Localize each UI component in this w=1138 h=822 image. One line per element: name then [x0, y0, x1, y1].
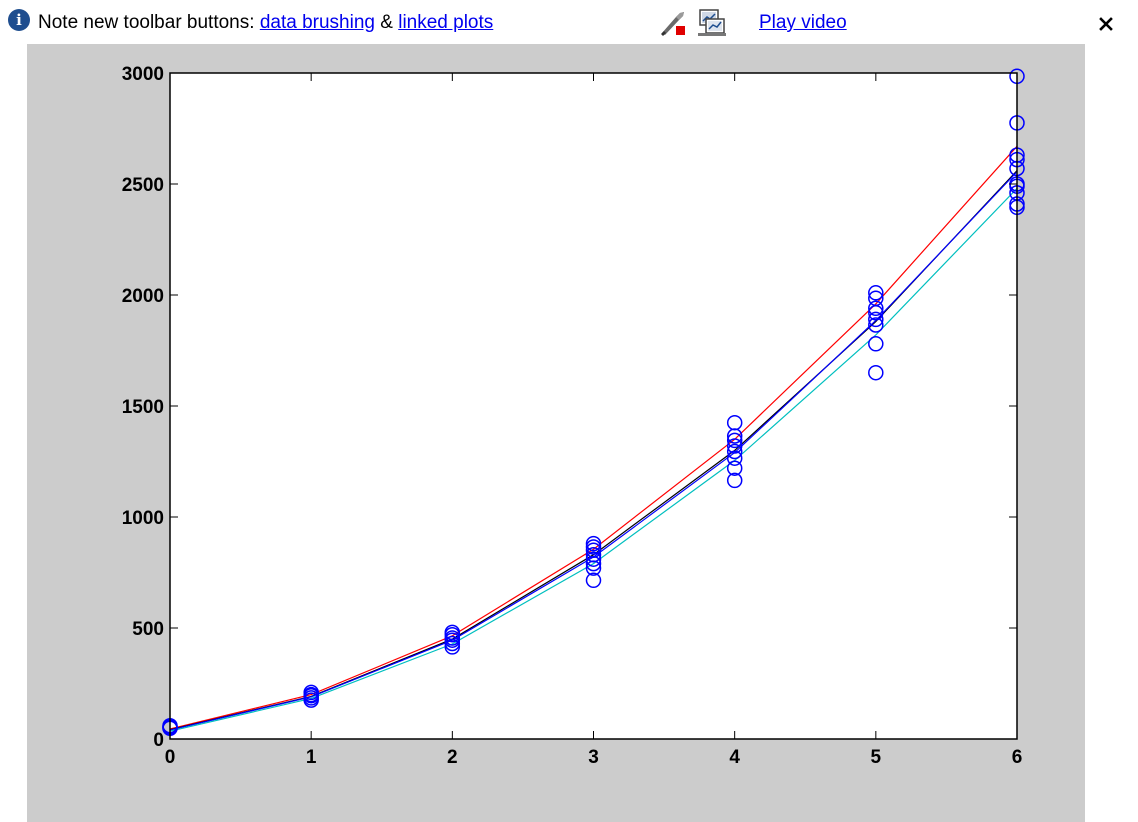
data-point: [585, 535, 602, 552]
data-point: [868, 290, 884, 307]
data-point: [868, 317, 884, 333]
data-point: [585, 572, 602, 589]
data-point: [726, 432, 743, 449]
x-tick-label: 4: [729, 747, 740, 768]
info-bar: i Note new toolbar buttons: data brushin…: [0, 0, 1138, 44]
x-tick-label: 5: [871, 747, 882, 768]
data-point: [726, 460, 743, 476]
y-tick-label: 0: [153, 730, 164, 751]
y-tick-label: 500: [132, 619, 164, 640]
axes-background: [170, 73, 1017, 739]
data-point: [868, 336, 884, 352]
y-tick-label: 3000: [122, 64, 164, 85]
data-point: [726, 443, 743, 460]
data-point: [868, 364, 884, 381]
play-video-link[interactable]: Play video: [759, 12, 847, 33]
info-message: Note new toolbar buttons: data brushing …: [38, 12, 493, 34]
data-point: [726, 450, 743, 466]
data-point: [868, 311, 884, 328]
axis-ticks: 0 1 2 3 4 5 6 0 500 1000 1500 2000 2500 3000: [122, 64, 1023, 768]
note-prefix: Note new toolbar buttons:: [38, 12, 255, 33]
ampersand: &: [380, 12, 393, 33]
close-icon[interactable]: [1096, 14, 1116, 34]
data-point: [726, 438, 743, 454]
y-tick-label: 2500: [122, 175, 164, 196]
data-point: [444, 624, 461, 641]
plot-area[interactable]: 0 1 2 3 4 5 6 0 500 1000 1500 2000 2500 3000: [0, 44, 1138, 822]
data-point: [726, 472, 743, 489]
data-point: [585, 551, 602, 567]
x-tick-label: 6: [1012, 747, 1023, 768]
data-point: [585, 539, 602, 555]
figure-window: 0 1 2 3 4 5 6 0 500 1000 1500 2000 2500 3000: [0, 44, 1138, 822]
y-tick-label: 1500: [122, 397, 164, 418]
data-point: [585, 546, 602, 563]
linked-plots-link[interactable]: linked plots: [398, 12, 494, 33]
data-point: [303, 684, 319, 701]
data-brushing-icon: [661, 12, 685, 36]
info-icon: i: [8, 9, 30, 31]
x-tick-label: 3: [588, 747, 599, 768]
data-point: [868, 285, 884, 301]
y-tick-label: 2000: [122, 286, 164, 307]
y-tick-label: 1000: [122, 508, 164, 529]
x-tick-label: 1: [306, 747, 317, 768]
axes-frame: [169, 72, 1018, 740]
fit-line-1: [169, 145, 1018, 730]
data-point: [868, 300, 884, 317]
linked-plots-icon: [698, 9, 726, 36]
data-brushing-link[interactable]: data brushing: [259, 12, 375, 33]
x-tick-label: 0: [165, 747, 176, 768]
x-tick-label: 2: [447, 747, 458, 768]
fit-line-4: [169, 187, 1018, 732]
data-point: [726, 414, 743, 431]
